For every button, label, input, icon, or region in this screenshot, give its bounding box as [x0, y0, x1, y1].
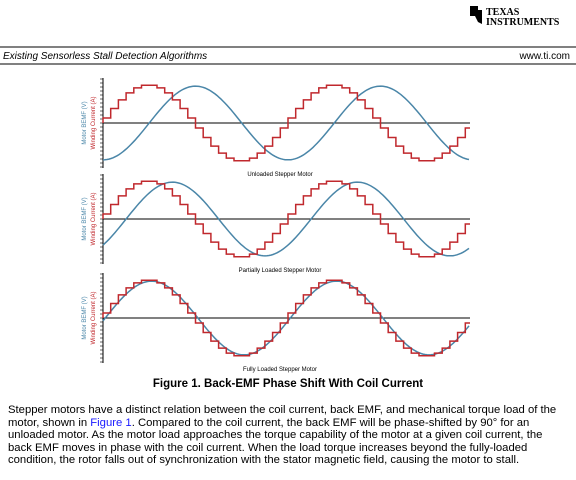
section-title: Existing Sensorless Stall Detection Algo… — [3, 51, 207, 62]
bemf-wave — [102, 85, 470, 161]
y-label: Motor BEMF (V) — [82, 101, 88, 144]
figure-area: Texas Instruments Existing Sensorless St… — [0, 6, 576, 390]
link[interactable]: Figure 1 — [90, 416, 132, 429]
y-label: Motor BEMF (V) — [82, 296, 88, 339]
y-label: Winding Current (A) — [91, 291, 97, 344]
y-label: Winding Current (A) — [91, 192, 97, 245]
panel-label: Unloaded Stepper Motor — [247, 172, 312, 178]
y-label: Winding Current (A) — [91, 96, 97, 149]
logo-icon — [470, 6, 482, 24]
current-wave — [102, 84, 470, 162]
figure-caption: Figure 1. Back-EMF Phase Shift With Coil… — [153, 378, 423, 390]
panel-label: Fully Loaded Stepper Motor — [243, 367, 317, 373]
current-wave — [102, 180, 470, 258]
body-text: Stepper motors have a distinct relation … — [8, 404, 564, 467]
site: www.ti.com — [518, 51, 570, 62]
logo-text: Texas — [486, 7, 520, 18]
text: Stepper motors have a distinct relation … — [8, 404, 557, 429]
text: . Compared to the coil current, the back… — [8, 416, 543, 467]
panel-label: Partially Loaded Stepper Motor — [239, 268, 322, 274]
logo-text: Instruments — [486, 17, 560, 28]
y-label: Motor BEMF (V) — [82, 197, 88, 240]
current-wave — [102, 279, 470, 357]
